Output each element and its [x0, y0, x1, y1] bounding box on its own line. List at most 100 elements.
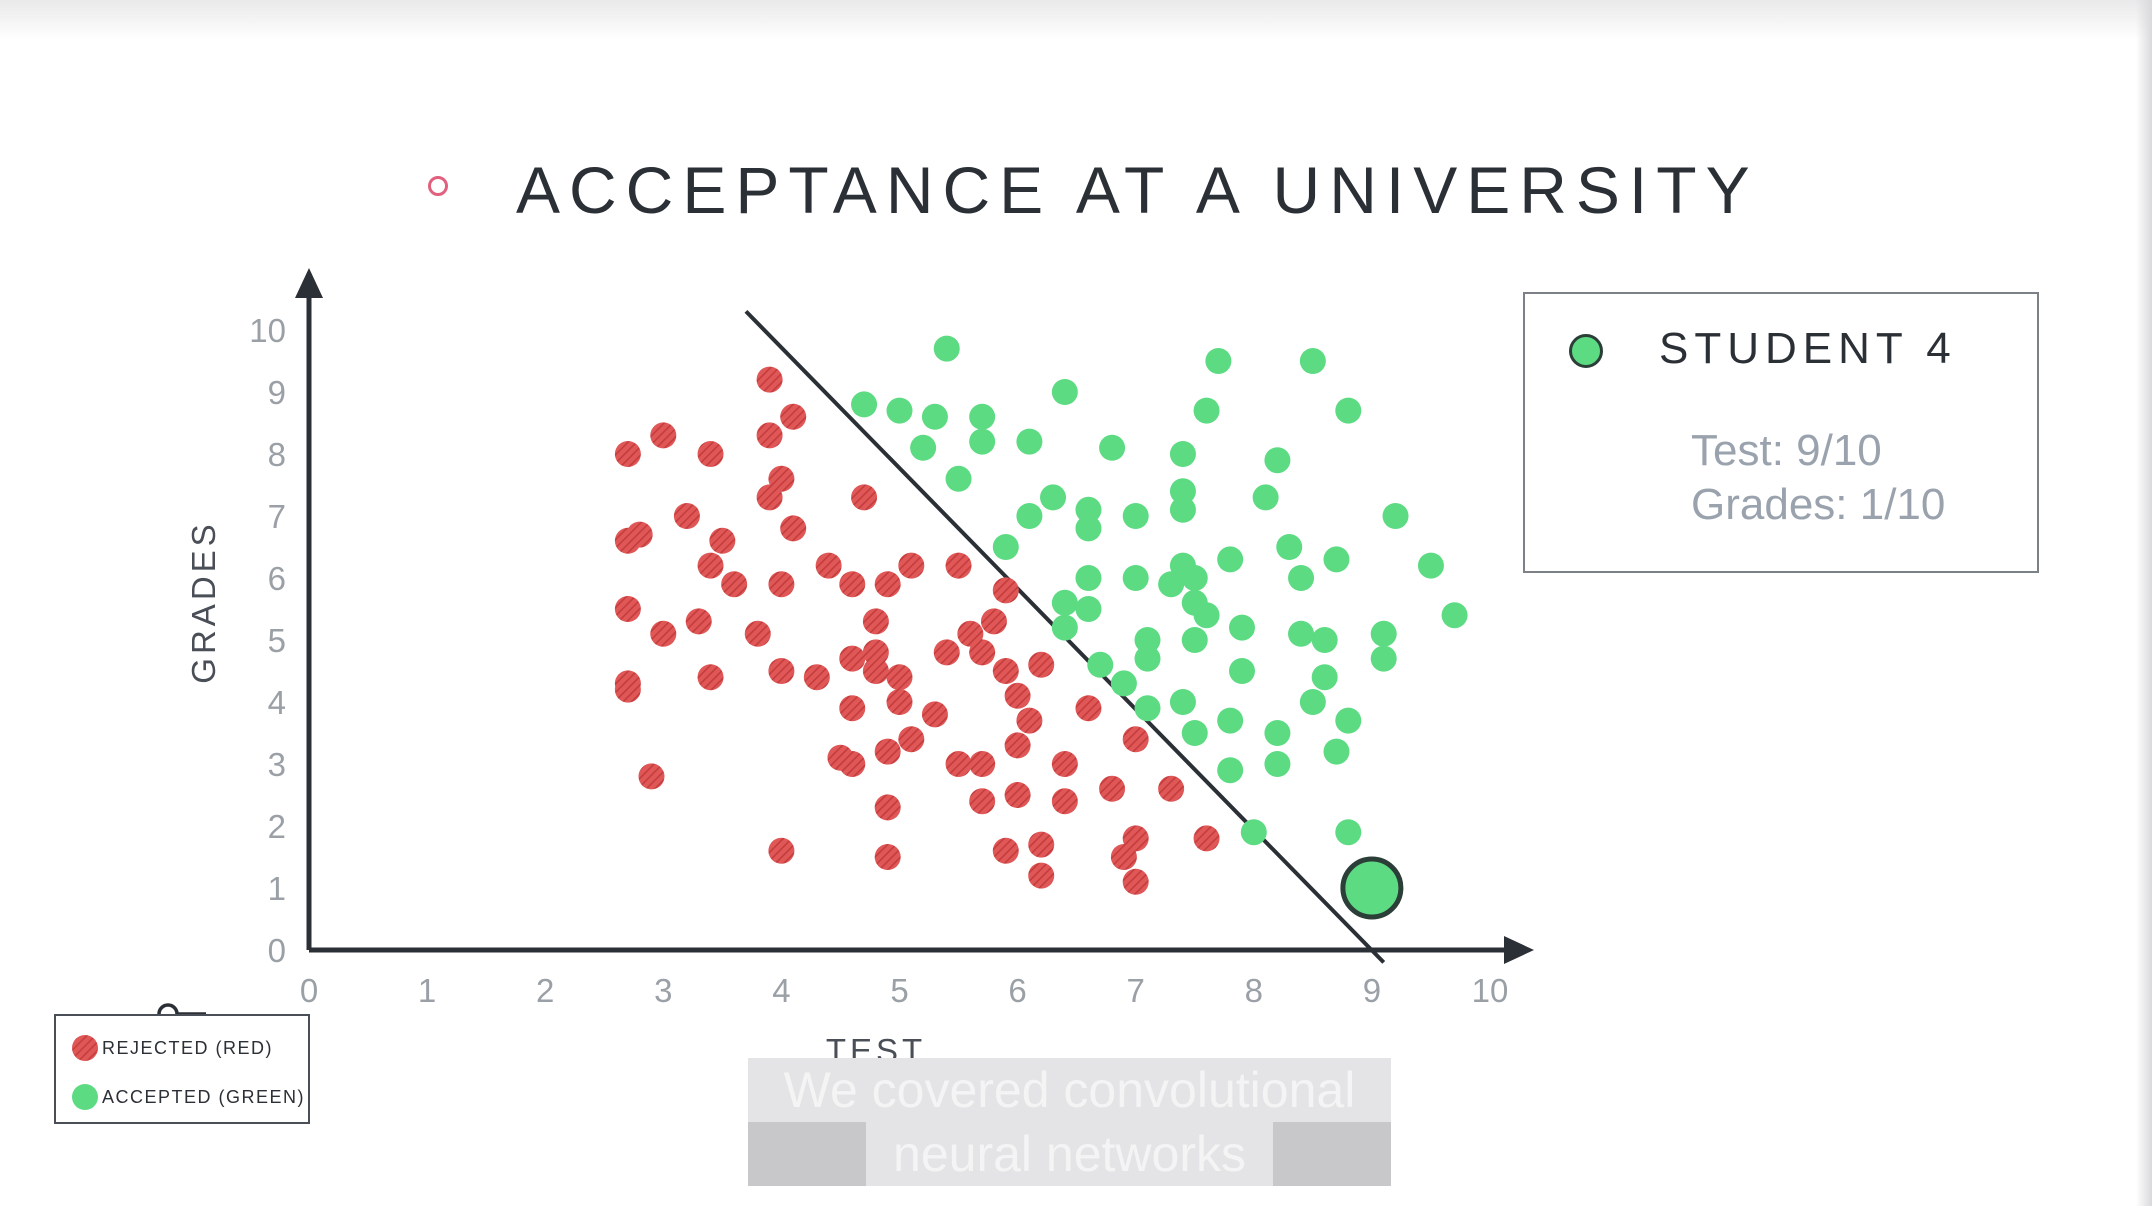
rejected-point [721, 571, 748, 598]
rejected-point [685, 608, 712, 635]
rejected-point [874, 571, 901, 598]
accepted-point [1217, 707, 1244, 734]
accepted-point [1134, 695, 1161, 722]
rejected-point [815, 552, 842, 579]
rejected-point [1051, 788, 1078, 815]
y-axis-arrow-icon [295, 268, 323, 298]
rejected-point [614, 441, 641, 467]
rejected-point [768, 571, 795, 598]
rejected-point [673, 503, 700, 529]
accepted-point [1228, 658, 1255, 684]
accepted-point [969, 428, 996, 455]
rejected-point [697, 664, 724, 691]
y-tick-label: 8 [268, 436, 286, 473]
accepted-point [1299, 689, 1326, 715]
accepted-point [1181, 627, 1208, 653]
accepted-point [1264, 751, 1291, 777]
accepted-point [1169, 478, 1196, 505]
rejected-point [768, 658, 795, 684]
accepted-point [1370, 645, 1397, 672]
rejected-point [992, 837, 1019, 864]
accepted-point [992, 534, 1019, 560]
accepted-dot-icon [72, 1084, 98, 1110]
accepted-point [1335, 819, 1362, 846]
y-tick-label: 6 [268, 560, 286, 597]
accepted-point [1051, 614, 1078, 641]
accepted-point [1228, 614, 1255, 641]
rejected-point [862, 608, 889, 635]
rejected-point [886, 664, 913, 691]
rejected-point [839, 751, 866, 777]
right-edge-shade [2136, 0, 2152, 1206]
rejected-point [1028, 651, 1055, 678]
accepted-point [933, 335, 960, 362]
accepted-point [1441, 602, 1468, 629]
accepted-point [1370, 620, 1397, 647]
rejected-point [1016, 707, 1043, 734]
y-tick-label: 9 [268, 374, 286, 411]
rejected-point [839, 695, 866, 722]
accepted-point [1240, 819, 1267, 846]
rejected-point [1028, 862, 1055, 889]
rejected-point [1099, 775, 1126, 802]
accepted-dot-icon [1569, 334, 1603, 368]
rejected-point [874, 844, 901, 870]
rejected-point [945, 552, 972, 579]
student-4-point [1340, 856, 1404, 920]
legend: REJECTED (RED) ACCEPTED (GREEN) [54, 1014, 310, 1124]
accepted-point [1217, 757, 1244, 784]
accepted-point [1299, 348, 1326, 374]
accepted-point [1193, 397, 1220, 424]
accepted-point [1311, 664, 1338, 691]
accepted-point [1016, 428, 1043, 455]
rejected-point [933, 639, 960, 666]
rejected-point [898, 552, 925, 579]
y-tick-label: 10 [249, 312, 286, 349]
accepted-point [945, 465, 972, 492]
rejected-point [1122, 726, 1149, 753]
y-tick-label: 2 [268, 808, 286, 845]
accepted-point [1323, 738, 1350, 765]
rejected-point [1122, 825, 1149, 852]
caption-line-2: neural networks [866, 1122, 1273, 1186]
legend-label-accepted: ACCEPTED (GREEN) [102, 1086, 306, 1107]
rejected-point [1004, 782, 1031, 808]
rejected-point [1122, 868, 1149, 895]
accepted-point [1099, 434, 1126, 461]
rejected-point [744, 620, 771, 647]
legend-item-accepted: ACCEPTED (GREEN) [72, 1082, 305, 1112]
rejected-point [851, 484, 878, 511]
accepted-point [851, 391, 878, 418]
x-tick-label: 9 [1363, 972, 1381, 1009]
rejected-point [780, 515, 807, 542]
rejected-point [1051, 751, 1078, 777]
accepted-point [886, 397, 913, 424]
grades-score-line: Grades: 1/10 [1691, 480, 1946, 529]
rejected-point [1158, 775, 1185, 802]
rejected-point [780, 403, 807, 430]
rejected-point [756, 422, 783, 449]
rejected-point [1110, 844, 1137, 870]
accepted-point [1169, 689, 1196, 715]
y-tick-label: 0 [268, 932, 286, 969]
accepted-point [1016, 503, 1043, 529]
rejected-point [839, 571, 866, 598]
rejected-point [874, 794, 901, 821]
y-tick-label: 4 [268, 684, 286, 721]
accepted-point [1122, 503, 1149, 529]
rejected-point [839, 645, 866, 672]
rejected-point [1028, 831, 1055, 858]
rejected-dot-icon [72, 1035, 98, 1061]
accepted-point [921, 403, 948, 430]
x-tick-label: 5 [890, 972, 908, 1009]
rejected-point [969, 788, 996, 815]
x-tick-label: 8 [1245, 972, 1263, 1009]
chart-marks: 0 1 2 3 4 5 6 7 8 9 10 0 1 2 3 4 5 6 7 8 9 10 [249, 268, 1534, 1009]
rejected-point [980, 608, 1007, 635]
accepted-point [1335, 707, 1362, 734]
accepted-point [1122, 565, 1149, 591]
accepted-point [1075, 496, 1102, 523]
accepted-point [1169, 496, 1196, 523]
x-tick-label: 4 [772, 972, 790, 1009]
accepted-point [1051, 379, 1078, 405]
